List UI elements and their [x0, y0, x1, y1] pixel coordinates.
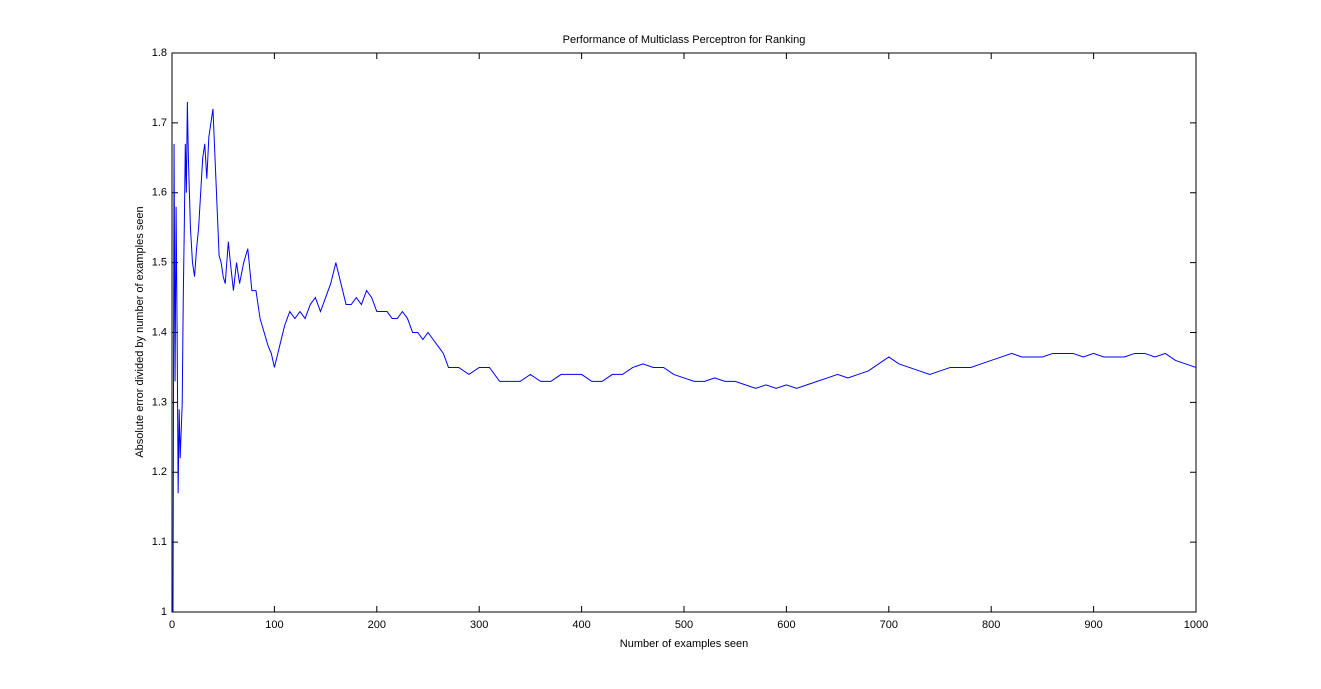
x-tick-label: 600 — [777, 619, 795, 631]
x-tick-label: 800 — [982, 619, 1000, 631]
x-tick-label: 1000 — [1184, 619, 1208, 631]
x-tick-label: 700 — [880, 619, 898, 631]
y-tick-label: 1.5 — [152, 257, 167, 269]
y-tick-label: 1.8 — [152, 47, 167, 59]
x-tick-label: 100 — [265, 619, 283, 631]
chart-title: Performance of Multiclass Perceptron for… — [563, 34, 806, 46]
y-tick-label: 1.2 — [152, 466, 167, 478]
x-axis-label: Number of examples seen — [620, 638, 748, 650]
y-tick-label: 1.4 — [152, 326, 167, 338]
x-tick-label: 200 — [368, 619, 386, 631]
x-tick-label: 900 — [1084, 619, 1102, 631]
x-tick-label: 500 — [675, 619, 693, 631]
x-tick-label: 0 — [169, 619, 175, 631]
y-tick-label: 1.3 — [152, 396, 167, 408]
y-axis-label: Absolute error divided by number of exam… — [134, 206, 146, 457]
x-tick-label: 300 — [470, 619, 488, 631]
data-line — [172, 101, 1197, 613]
y-tick-label: 1.1 — [152, 536, 167, 548]
y-tick-label: 1.7 — [152, 117, 167, 129]
plot-area — [171, 52, 1197, 613]
x-tick-label: 400 — [572, 619, 590, 631]
y-tick-label: 1 — [161, 606, 167, 618]
y-tick-label: 1.6 — [152, 187, 167, 199]
